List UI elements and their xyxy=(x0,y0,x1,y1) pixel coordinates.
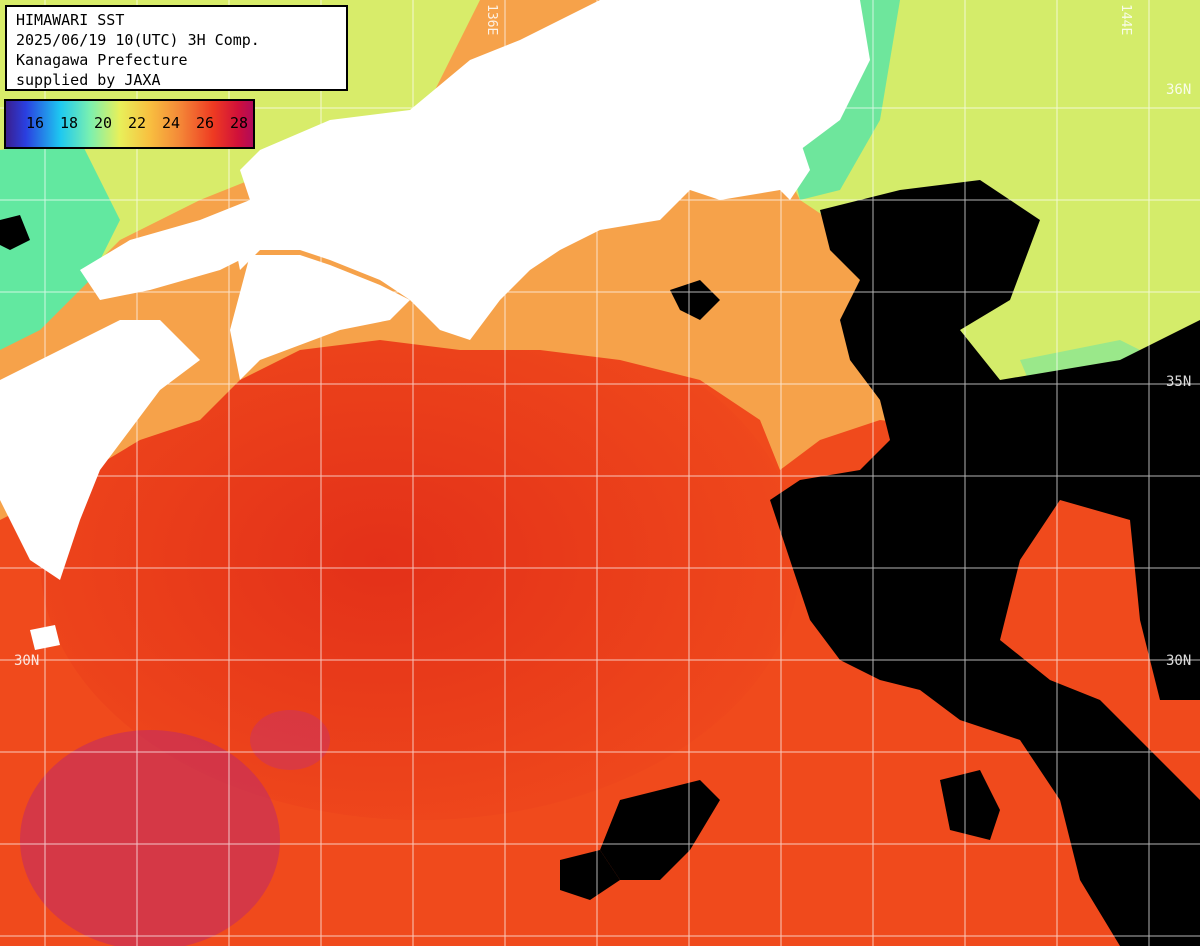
cloud-patch-3 xyxy=(560,850,620,900)
land-izu xyxy=(760,140,810,200)
cloud-patch-2 xyxy=(600,780,720,880)
ocean-kuroshio xyxy=(40,300,800,820)
legend-tick: 22 xyxy=(128,114,147,132)
lat-label-35n-right: 35N xyxy=(1166,374,1192,390)
lon-label-right: 144E xyxy=(1118,4,1133,36)
cloud-patch-4 xyxy=(940,770,1000,840)
cloud-east xyxy=(770,180,1200,946)
land-honshu xyxy=(230,0,870,340)
title-line-4: supplied by JAXA xyxy=(16,71,161,89)
land-chugoku xyxy=(80,200,260,300)
land-shikoku xyxy=(230,255,410,380)
title-box: HIMAWARI SST 2025/06/19 10(UTC) 3H Comp.… xyxy=(5,5,348,91)
ocean-cold-w xyxy=(0,140,120,350)
legend-tick: 26 xyxy=(196,114,215,132)
title-line-3: Kanagawa Prefecture xyxy=(16,51,188,69)
lat-label-upper-right: 36N xyxy=(1166,82,1192,98)
lon-label-left: 136E xyxy=(484,4,499,36)
legend-ticks: 16 18 20 22 24 26 28 xyxy=(26,114,264,132)
land-kyushu xyxy=(0,320,200,580)
title-line-1: HIMAWARI SST xyxy=(16,11,125,29)
legend-tick: 24 xyxy=(162,114,181,132)
ocean-max-pool xyxy=(20,730,280,946)
legend-tick: 28 xyxy=(230,114,249,132)
ocean-max-pool-2 xyxy=(250,710,330,770)
lat-label-30n-left: 30N xyxy=(14,653,40,669)
legend-tick: 16 xyxy=(26,114,45,132)
legend-tick: 18 xyxy=(60,114,79,132)
cloud-patch-1 xyxy=(670,280,720,320)
lat-label-30n-right: 30N xyxy=(1166,653,1192,669)
title-line-2: 2025/06/19 10(UTC) 3H Comp. xyxy=(16,31,260,49)
legend-tick: 20 xyxy=(94,114,113,132)
color-scale-legend: 16 18 20 22 24 26 28 xyxy=(4,99,255,149)
cloud-patch-5 xyxy=(0,215,30,250)
